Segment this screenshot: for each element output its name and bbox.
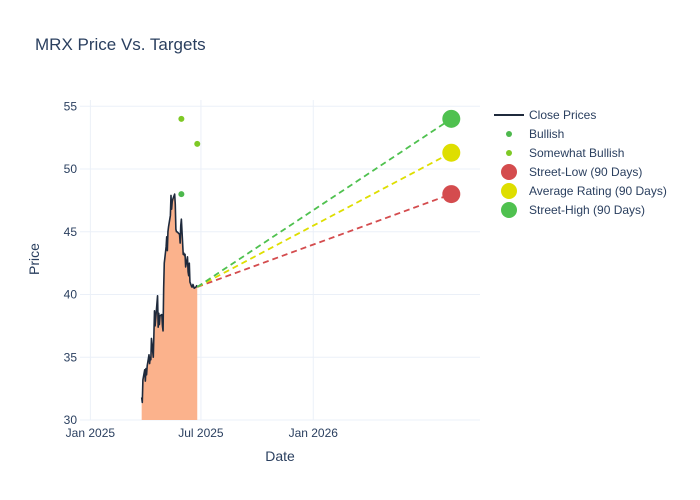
close-price-area: [141, 194, 198, 420]
street-low-target-line: [196, 193, 452, 288]
average-target-marker: [442, 143, 461, 162]
legend-swatch-bullish: [506, 131, 512, 137]
close-price-line: [140, 193, 198, 404]
legend-label-close-prices: Close Prices: [529, 108, 596, 122]
y-tick-label: 55: [64, 99, 78, 113]
bullish-point: [178, 191, 185, 198]
y-tick-label: 40: [64, 288, 78, 302]
legend-label-street-low: Street-Low (90 Days): [529, 165, 642, 179]
legend-swatch-street-low: [501, 164, 517, 180]
legend-swatch-street-high: [501, 202, 517, 218]
somewhat-bullish-point: [178, 115, 185, 122]
street-high-target-marker: [442, 109, 461, 128]
average-target-line: [196, 151, 452, 288]
legend[interactable]: Close Prices Bullish Somewhat Bullish Stree…: [494, 108, 667, 218]
legend-label-average-rating: Average Rating (90 Days): [529, 184, 667, 198]
legend-label-street-high: Street-High (90 Days): [529, 203, 645, 217]
legend-swatch-somewhat-bullish: [506, 150, 512, 156]
legend-label-somewhat-bullish: Somewhat Bullish: [529, 146, 624, 160]
x-tick-label: Jan 2025: [66, 426, 116, 440]
x-axis-title: Date: [265, 448, 295, 464]
x-tick-label: Jan 2026: [289, 426, 339, 440]
somewhat-bullish-point: [194, 140, 201, 147]
legend-label-bullish: Bullish: [529, 127, 564, 141]
x-axis-ticks: Jan 2025 Jul 2025 Jan 2026: [66, 426, 339, 440]
y-axis-title: Price: [26, 243, 42, 275]
y-tick-label: 50: [64, 162, 78, 176]
plot-layer: [140, 109, 461, 420]
street-low-target-marker: [442, 185, 461, 204]
y-tick-label: 45: [64, 225, 78, 239]
y-axis-ticks: 30 35 40 45 50 55: [64, 99, 78, 427]
y-tick-label: 35: [64, 350, 78, 364]
chart-title: MRX Price Vs. Targets: [35, 35, 206, 54]
legend-swatch-average-rating: [501, 183, 517, 199]
grid-layer: [80, 100, 480, 421]
x-tick-label: Jul 2025: [178, 426, 224, 440]
street-high-target-line: [196, 118, 452, 288]
y-tick-label: 30: [64, 413, 78, 427]
